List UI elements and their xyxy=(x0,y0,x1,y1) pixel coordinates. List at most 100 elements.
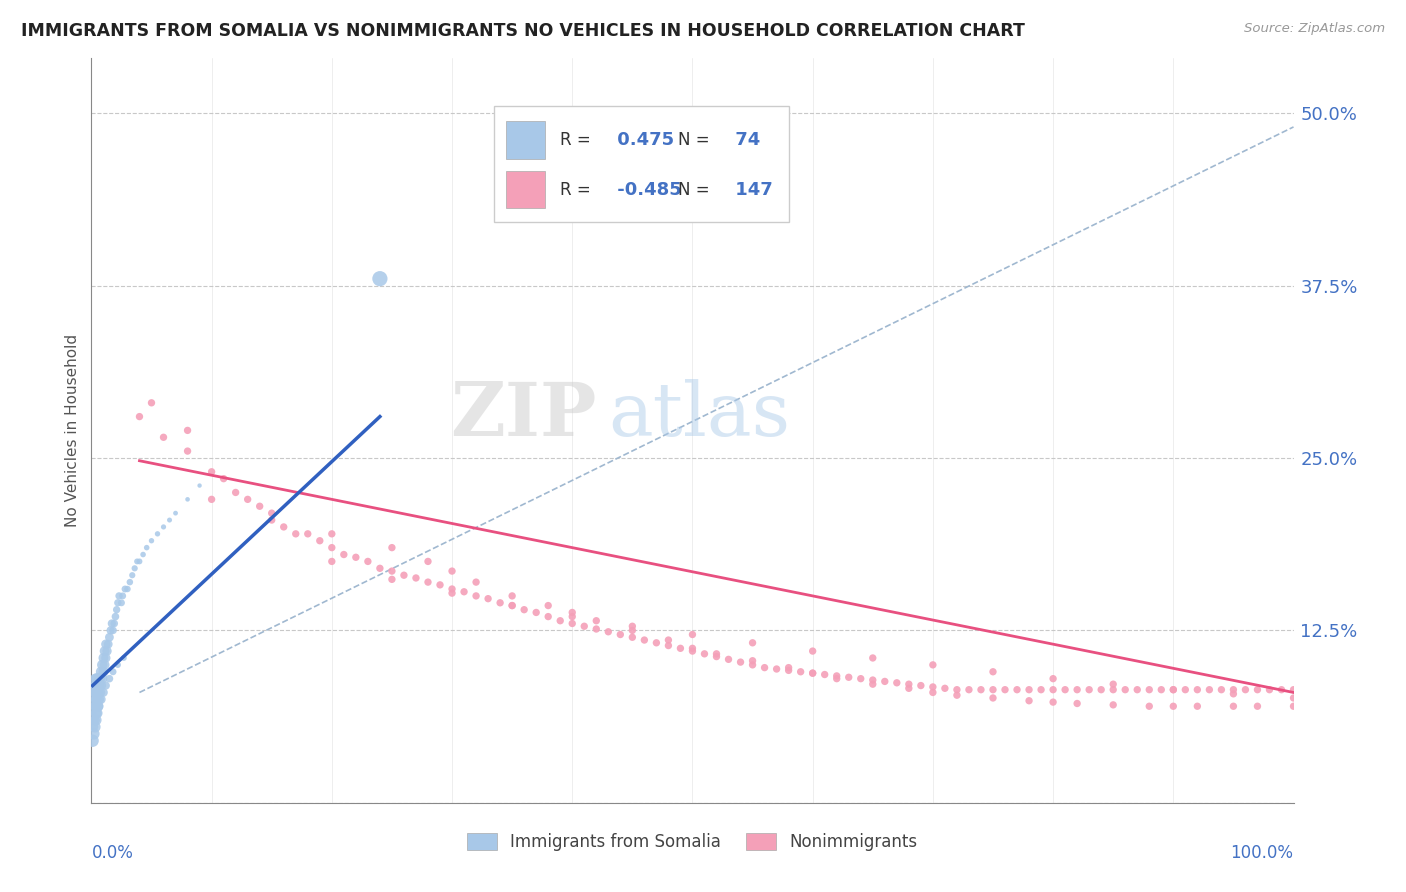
Point xyxy=(1161,682,1184,697)
Point xyxy=(730,655,752,669)
Point xyxy=(440,564,463,578)
Point xyxy=(368,271,391,285)
Point xyxy=(801,666,824,681)
Y-axis label: No Vehicles in Household: No Vehicles in Household xyxy=(65,334,80,527)
Text: 74: 74 xyxy=(728,131,759,149)
Point xyxy=(98,630,121,644)
Point xyxy=(93,651,115,665)
Point xyxy=(141,533,163,548)
Point xyxy=(176,492,198,507)
Point xyxy=(297,526,319,541)
FancyBboxPatch shape xyxy=(494,106,789,222)
Point xyxy=(201,465,224,479)
Point xyxy=(849,672,872,686)
Point xyxy=(970,682,993,697)
Point xyxy=(465,575,488,590)
Point xyxy=(86,685,108,699)
Point xyxy=(778,664,800,678)
Point xyxy=(1042,672,1064,686)
Point xyxy=(910,679,932,693)
Point xyxy=(574,619,596,633)
Point xyxy=(84,706,107,720)
Point xyxy=(321,554,343,568)
Point xyxy=(754,660,776,674)
Point xyxy=(83,727,105,741)
Point xyxy=(89,672,111,686)
Point xyxy=(477,591,499,606)
Point xyxy=(114,582,136,596)
Point xyxy=(453,584,475,599)
Text: 0.475: 0.475 xyxy=(610,131,673,149)
Point xyxy=(1174,682,1197,697)
Point xyxy=(633,633,655,648)
Text: R =: R = xyxy=(560,181,591,199)
Point xyxy=(94,651,117,665)
Point xyxy=(621,619,644,633)
Point xyxy=(621,630,644,644)
Point xyxy=(1066,682,1088,697)
Point xyxy=(103,616,125,631)
Point xyxy=(104,609,127,624)
Point xyxy=(101,624,124,638)
Point xyxy=(621,624,644,638)
Point xyxy=(121,568,143,582)
Point xyxy=(897,677,920,691)
Point xyxy=(82,733,104,747)
Point xyxy=(1246,699,1268,714)
Text: 100.0%: 100.0% xyxy=(1230,844,1294,862)
Point xyxy=(89,685,111,699)
Point xyxy=(83,679,105,693)
Point xyxy=(1090,682,1112,697)
Point xyxy=(135,541,157,555)
Point xyxy=(128,554,150,568)
Point xyxy=(681,627,703,641)
Point xyxy=(82,685,104,699)
Point xyxy=(97,637,120,651)
Point xyxy=(1018,682,1040,697)
Point xyxy=(392,568,415,582)
Point xyxy=(381,573,404,587)
Point xyxy=(1137,682,1160,697)
Point xyxy=(561,606,583,620)
Point xyxy=(946,682,969,697)
Point xyxy=(741,636,763,650)
Point xyxy=(897,681,920,696)
Point xyxy=(814,667,837,681)
Point xyxy=(98,672,121,686)
Point xyxy=(201,492,224,507)
Point xyxy=(93,657,115,672)
Point xyxy=(105,603,128,617)
Point xyxy=(152,430,174,444)
Point xyxy=(1102,698,1125,712)
Point xyxy=(83,713,105,727)
Point xyxy=(118,575,141,590)
Legend: Immigrants from Somalia, Nonimmigrants: Immigrants from Somalia, Nonimmigrants xyxy=(460,826,925,858)
Point xyxy=(537,599,560,613)
Point xyxy=(825,669,848,683)
Point xyxy=(862,673,884,687)
Point xyxy=(585,622,607,636)
Point xyxy=(681,644,703,658)
Point xyxy=(344,550,367,565)
Point xyxy=(862,651,884,665)
Point xyxy=(152,520,174,534)
Point xyxy=(84,713,107,727)
Point xyxy=(886,675,908,690)
Point xyxy=(260,513,283,527)
Point xyxy=(416,575,439,590)
FancyBboxPatch shape xyxy=(506,121,544,159)
Text: 0.0%: 0.0% xyxy=(91,844,134,862)
Point xyxy=(548,614,571,628)
Point xyxy=(82,706,104,720)
Point xyxy=(609,627,631,641)
Point xyxy=(96,644,118,658)
Point xyxy=(801,644,824,658)
Point xyxy=(873,674,896,689)
Point xyxy=(87,692,110,706)
Point xyxy=(501,599,523,613)
Point xyxy=(93,644,115,658)
Point xyxy=(489,596,512,610)
Point xyxy=(1187,699,1209,714)
Point xyxy=(1137,699,1160,714)
Point xyxy=(598,624,620,639)
